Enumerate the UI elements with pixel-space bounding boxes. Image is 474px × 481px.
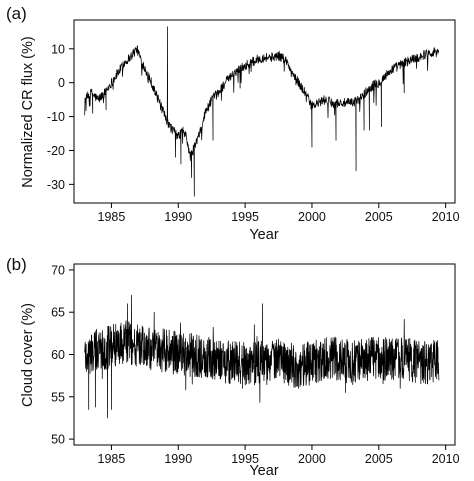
x-tick-label: 1990 — [164, 452, 192, 466]
x-tick-label: 1985 — [98, 210, 126, 224]
y-axis-title-b: Cloud cover (%) — [20, 303, 36, 407]
y-tick-label: 65 — [51, 306, 65, 320]
panel-label-a: (a) — [6, 4, 27, 23]
y-axis-ticks-a: -30 -20 -10 0 10 — [47, 42, 74, 192]
y-tick-label: -30 — [47, 178, 65, 192]
x-axis-title-a: Year — [249, 227, 278, 243]
x-axis-ticks-b: 1985 1990 1995 2000 2005 2010 — [98, 445, 460, 466]
x-tick-label: 1990 — [164, 210, 192, 224]
x-tick-label: 2005 — [365, 210, 393, 224]
chart-panel-a: (a) 1985 1990 1995 2000 2005 2010 -30 -20 -10 0 1… — [6, 4, 460, 243]
y-tick-label: 0 — [58, 76, 65, 90]
x-tick-label: 2010 — [432, 210, 460, 224]
y-tick-label: 10 — [51, 42, 65, 56]
y-tick-label: -20 — [47, 144, 65, 158]
y-axis-ticks-b: 50 55 60 65 70 — [51, 263, 74, 447]
y-tick-label: 50 — [51, 433, 65, 447]
x-tick-label: 2000 — [298, 210, 326, 224]
y-tick-label: 60 — [51, 348, 65, 362]
x-tick-label: 1995 — [231, 452, 259, 466]
x-axis-title-b: Year — [249, 463, 278, 479]
y-axis-title-a: Normalized CR flux (%) — [20, 36, 36, 187]
chart-panel-b: (b) 1985 1990 1995 2000 2005 2010 5055606570 … — [6, 255, 460, 479]
y-tick-label: 70 — [51, 263, 65, 277]
cr-flux-line — [84, 26, 439, 197]
x-tick-label: 2010 — [432, 452, 460, 466]
x-tick-label: 1995 — [231, 210, 259, 224]
x-tick-label: 2005 — [365, 452, 393, 466]
x-tick-label: 2000 — [298, 452, 326, 466]
plot-frame-a — [73, 19, 456, 204]
x-axis-ticks-a: 1985 1990 1995 2000 2005 2010 — [98, 203, 460, 224]
x-tick-label: 1985 — [98, 452, 126, 466]
y-tick-label: 55 — [51, 390, 65, 404]
panel-label-b: (b) — [6, 255, 27, 274]
cloud-cover-line — [84, 294, 440, 419]
y-tick-label: -10 — [47, 110, 65, 124]
